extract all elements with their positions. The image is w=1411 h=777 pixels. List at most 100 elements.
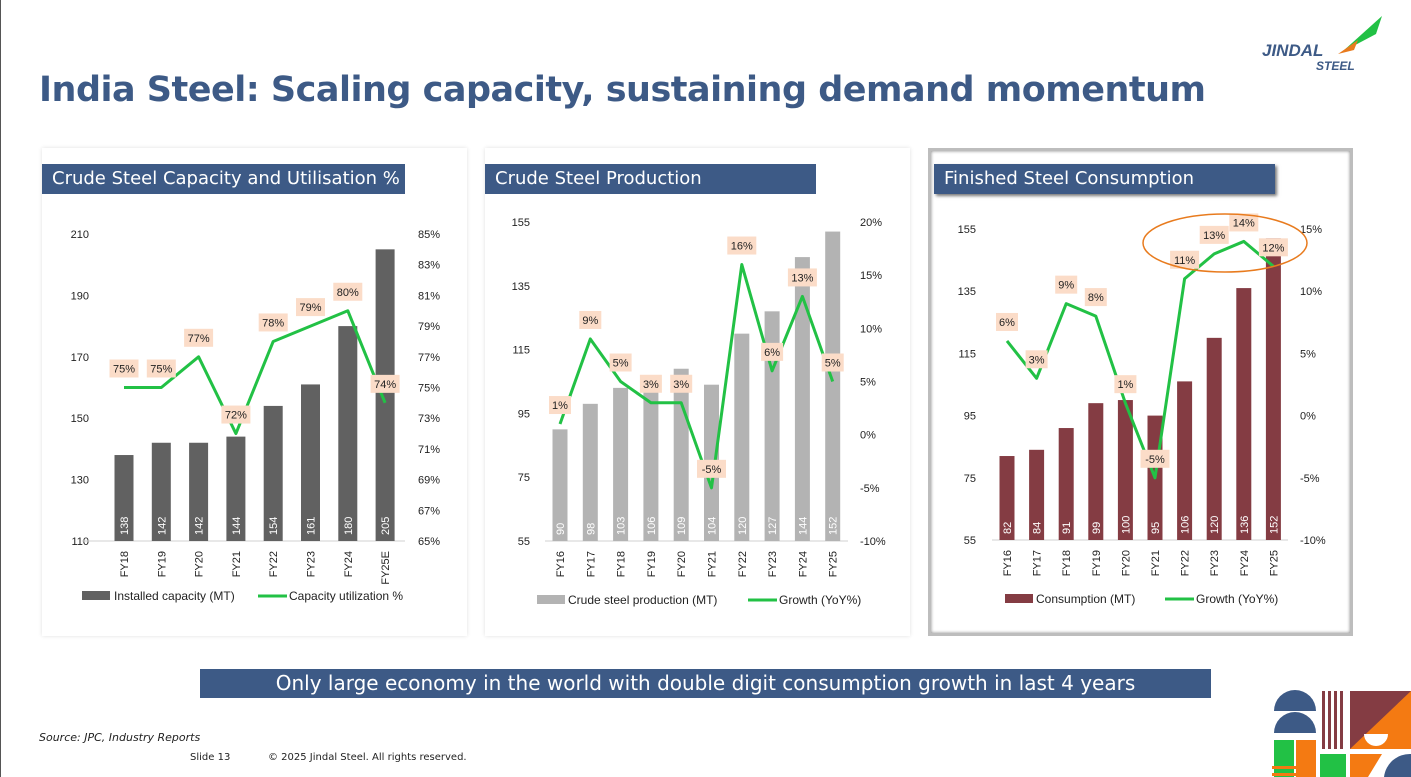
y2-tick-label: 0% (1300, 411, 1316, 423)
key-message-banner: Only large economy in the world with dou… (200, 669, 1211, 698)
line-label-box (333, 282, 363, 301)
bar (734, 333, 750, 541)
bar-value-label: 152 (1268, 516, 1280, 534)
y2-tick-label: 85% (418, 229, 440, 241)
x-tick-label: FY24 (1239, 550, 1251, 576)
line-value-label: -5% (1145, 454, 1165, 466)
x-tick-label: FY19 (646, 551, 658, 577)
x-tick-label: FY24 (343, 551, 355, 577)
bar-value-label: 103 (616, 517, 628, 535)
line-value-label: 1% (1117, 379, 1133, 391)
line-value-label: 14% (1233, 217, 1255, 229)
line-value-label: 3% (643, 379, 659, 391)
line-label-box (221, 405, 251, 424)
y-tick-label: 155 (958, 224, 976, 236)
x-tick-label: FY22 (1180, 550, 1192, 576)
bar-value-label: 138 (119, 517, 131, 535)
legend-swatch-bar (537, 595, 565, 604)
legend-label: Consumption (MT) (1036, 592, 1135, 606)
line-value-label: 75% (150, 364, 172, 376)
line-label-box (146, 359, 176, 378)
bar (263, 405, 283, 541)
x-tick-label: FY18 (616, 551, 628, 577)
legend-label: Crude steel production (MT) (568, 593, 717, 607)
line-value-label: 6% (764, 347, 780, 359)
y2-tick-label: 71% (418, 444, 440, 456)
bar-value-label: 180 (343, 517, 355, 535)
x-tick-label: FY22 (737, 551, 749, 577)
y2-tick-label: -5% (1300, 473, 1320, 485)
bar (794, 257, 810, 541)
chart-title: Finished Steel Consumption (934, 164, 1275, 194)
y-tick-label: 115 (512, 345, 530, 357)
y2-tick-label: 5% (1300, 348, 1316, 360)
bar-value-label: 142 (194, 517, 206, 535)
line-label-box (1258, 238, 1288, 257)
bar (643, 378, 659, 541)
line-label-box (821, 353, 844, 372)
line-series (1005, 239, 1275, 480)
line-label-box (609, 353, 632, 372)
legend-label: Capacity utilization % (289, 589, 403, 603)
copyright: © 2025 Jindal Steel. All rights reserved… (268, 752, 467, 763)
line-label-box (258, 313, 288, 332)
x-tick-label: FY19 (1091, 550, 1103, 576)
y2-tick-label: 73% (418, 413, 440, 425)
x-tick-label: FY20 (194, 551, 206, 577)
line-label-box (761, 342, 784, 361)
bar-value-label: 106 (646, 517, 658, 535)
y-tick-label: 55 (518, 536, 530, 548)
source-note: Source: JPC, Industry Reports (39, 731, 201, 744)
line-value-label: 11% (1174, 255, 1195, 267)
line-label-box (579, 310, 602, 329)
legend-label: Growth (YoY%) (1196, 592, 1278, 606)
y2-tick-label: 77% (418, 352, 440, 364)
line-value-label: 5% (825, 358, 841, 370)
line-value-label: 13% (791, 272, 813, 284)
y2-tick-label: 65% (418, 536, 440, 548)
y2-tick-label: 15% (860, 270, 882, 282)
line-label-box (1025, 350, 1048, 369)
y2-tick-label: 69% (418, 475, 440, 487)
bar-value-label: 90 (555, 523, 567, 535)
y2-tick-label: 75% (418, 383, 440, 395)
x-tick-label: FY17 (1032, 550, 1044, 576)
x-tick-label: FY24 (797, 551, 809, 577)
x-tick-label: FY18 (1061, 550, 1073, 576)
y2-tick-label: 0% (860, 430, 876, 442)
bar-value-label: 152 (828, 517, 840, 535)
x-tick-label: FY25 (1268, 550, 1280, 576)
bar-value-label: 84 (1032, 522, 1044, 534)
y2-tick-label: -10% (1300, 535, 1326, 547)
legend-label: Installed capacity (MT) (114, 589, 235, 603)
bar (999, 456, 1015, 540)
bar-value-label: 120 (1209, 516, 1221, 534)
x-tick-label: FY16 (555, 551, 567, 577)
bar (301, 384, 320, 541)
slide-number: Slide 13 (190, 752, 231, 763)
line-label-box (1055, 275, 1078, 294)
bar-value-label: 109 (676, 517, 688, 535)
y2-tick-label: 10% (860, 323, 882, 335)
y-tick-label: 115 (958, 348, 976, 360)
page-title: India Steel: Scaling capacity, sustainin… (39, 70, 1206, 110)
line-label-box (549, 396, 571, 415)
y2-tick-label: 5% (860, 377, 876, 389)
line-value-label: 6% (999, 317, 1015, 329)
bar (1206, 337, 1222, 540)
line-label-box (1170, 250, 1200, 269)
line-value-label: -5% (702, 464, 722, 476)
y-tick-label: 210 (71, 229, 89, 241)
y-tick-label: 135 (958, 286, 976, 298)
x-tick-label: FY23 (1209, 550, 1221, 576)
bar (1236, 288, 1252, 540)
line-label-box (1084, 288, 1107, 307)
bar-value-label: 136 (1239, 516, 1251, 534)
line-label-box (996, 312, 1018, 331)
bar-value-label: 95 (1150, 522, 1162, 534)
jindal-steel-logo: JINDAL STEEL (1262, 16, 1382, 73)
y2-tick-label: -5% (860, 483, 880, 495)
line-label-box (1140, 449, 1170, 468)
x-tick-label: FY20 (1120, 550, 1132, 576)
bar (226, 436, 246, 541)
